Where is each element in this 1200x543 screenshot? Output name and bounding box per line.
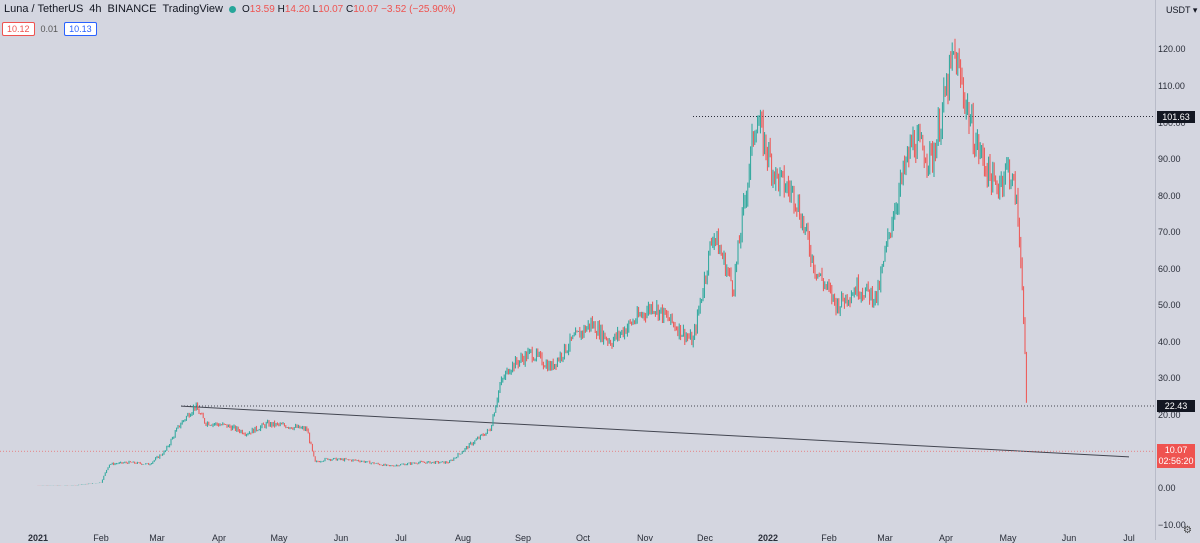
- change-value: −3.52 (−25.90%): [381, 3, 456, 15]
- time-tick-label: Sep: [514, 533, 532, 543]
- trendline[interactable]: [180, 405, 1130, 458]
- level-label-101: 101.63: [1157, 110, 1195, 123]
- time-tick-label: Feb: [821, 533, 837, 543]
- price-tick-label: 50.00: [1158, 300, 1181, 311]
- current-price-value: 10.07: [1164, 445, 1188, 456]
- time-tick-label: May: [270, 533, 288, 543]
- horizontal-levels: [181, 116, 1155, 407]
- time-tick-label: 2022: [757, 533, 779, 543]
- time-tick-label: Jun: [1061, 533, 1077, 543]
- price-tick-label: 40.00: [1158, 336, 1181, 347]
- high-label: H: [277, 3, 285, 15]
- spread-value: 0.01: [40, 24, 59, 34]
- level-label-22: 22.43: [1157, 400, 1195, 413]
- time-tick-label: May: [999, 533, 1017, 543]
- low-value: 10.07: [318, 3, 344, 15]
- chart-header: Luna / TetherUS 4h BINANCE TradingView O…: [4, 3, 456, 15]
- currency-label: USDT: [1166, 5, 1191, 15]
- time-tick-label: Mar: [149, 533, 165, 543]
- exchange-label: BINANCE: [107, 3, 157, 15]
- close-label: C: [346, 3, 354, 15]
- price-tick-label: 120.00: [1158, 44, 1186, 55]
- time-tick-label: Jun: [333, 533, 349, 543]
- open-label: O: [242, 3, 250, 15]
- time-tick-label: Aug: [454, 533, 472, 543]
- time-tick-label: Nov: [636, 533, 654, 543]
- price-tick-label: 80.00: [1158, 190, 1181, 201]
- price-chart[interactable]: [0, 0, 1155, 540]
- price-tick-label: 0.00: [1158, 483, 1176, 493]
- time-tick-label: Jul: [1123, 533, 1135, 543]
- interval-label[interactable]: 4h: [89, 3, 102, 15]
- price-tick-label: 30.00: [1158, 373, 1181, 384]
- time-tick-label: Apr: [211, 533, 227, 543]
- price-tick-label: 20.00: [1158, 409, 1181, 420]
- gear-icon[interactable]: ⚙: [1183, 525, 1192, 536]
- source-label: TradingView: [162, 3, 223, 15]
- order-buttons: 10.12 0.01 10.13: [2, 22, 97, 36]
- buy-button[interactable]: 10.13: [64, 22, 97, 36]
- price-tick-label: 70.00: [1158, 227, 1181, 238]
- time-tick-label: Mar: [877, 533, 893, 543]
- time-tick-label: Apr: [938, 533, 954, 543]
- market-status-icon: [229, 5, 236, 13]
- low-label: L: [312, 3, 319, 15]
- price-tick-label: −10.00: [1158, 519, 1186, 530]
- price-tick-label: 60.00: [1158, 263, 1181, 274]
- ohlc-values: O13.59 H14.20 L10.07 C10.07 −3.52 (−25.9…: [242, 4, 456, 15]
- high-value: 14.20: [284, 3, 310, 15]
- countdown-timer: 02:56:20: [1158, 456, 1194, 467]
- time-tick-label: 2021: [27, 533, 49, 543]
- currency-selector[interactable]: USDT ▾: [1166, 5, 1198, 15]
- price-series: [37, 38, 1027, 486]
- time-tick-label: Dec: [696, 533, 714, 543]
- time-tick-label: Jul: [395, 533, 407, 543]
- symbol-title[interactable]: Luna / TetherUS: [4, 3, 84, 15]
- price-tick-label: 90.00: [1158, 154, 1181, 165]
- open-value: 13.59: [249, 3, 275, 15]
- time-tick-label: Oct: [575, 533, 591, 543]
- close-value: 10.07: [353, 3, 379, 15]
- current-price-label: 10.07 02:56:20: [1157, 444, 1195, 469]
- time-tick-label: Feb: [93, 533, 109, 543]
- price-tick-label: 110.00: [1158, 80, 1185, 91]
- sell-button[interactable]: 10.12: [2, 22, 35, 36]
